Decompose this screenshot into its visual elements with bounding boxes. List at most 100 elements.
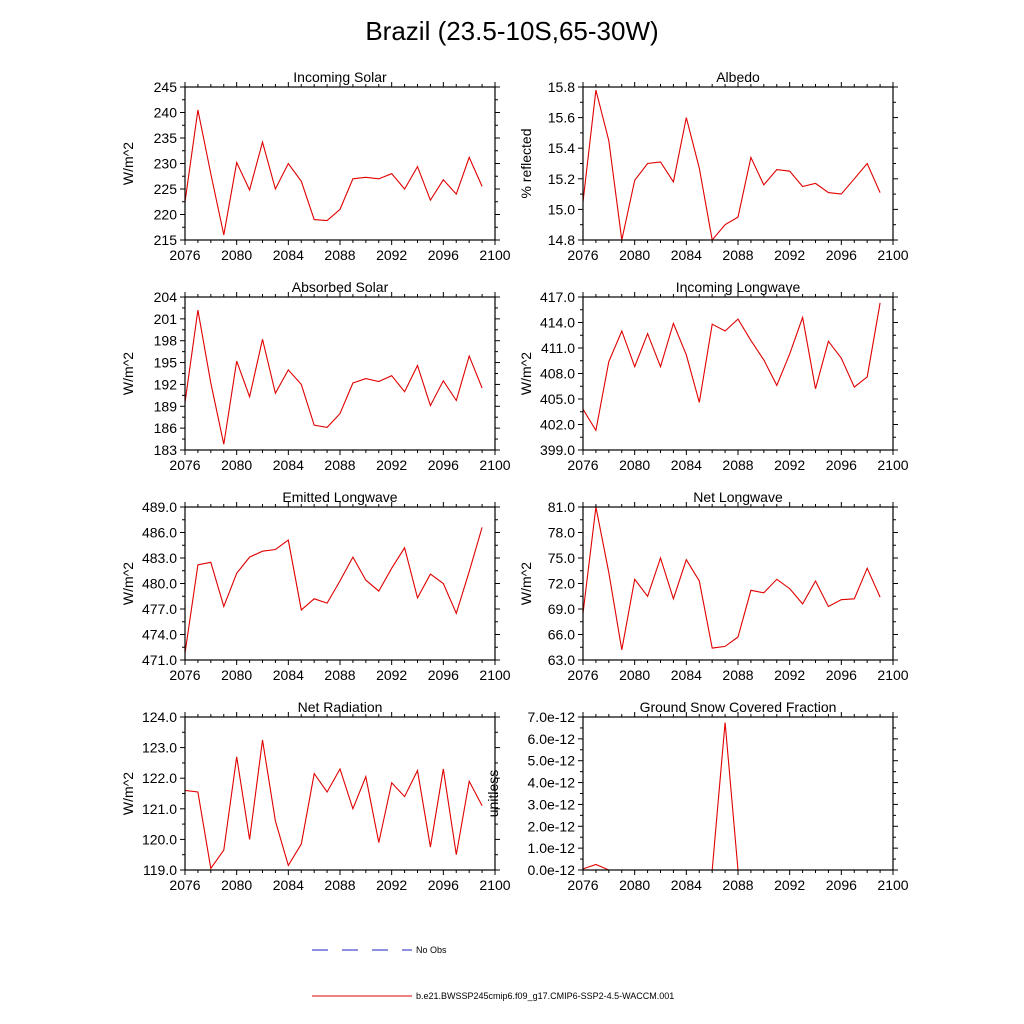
x-tick-label: 2100 [479,457,510,473]
x-tick-label: 2076 [169,877,200,893]
legend-no-obs-label: No Obs [416,945,447,955]
y-tick-label: 230 [154,156,178,172]
x-tick-label: 2080 [619,877,650,893]
y-tick-label: 14.8 [548,232,575,248]
plot-frame [184,296,496,451]
x-tick-label: 2080 [221,457,252,473]
y-axis-label: W/m^2 [120,352,136,395]
panel-title: Albedo [716,69,760,85]
y-tick-label: 192 [154,376,178,392]
x-tick-label: 2084 [671,457,702,473]
panel-4: Emitted Longwave W/m^2 471.0 474.0 477.0 480.… [120,489,511,683]
y-tick-label: 220 [154,207,178,223]
x-tick-label: 2076 [567,457,598,473]
y-tick-label: 124.0 [142,709,177,725]
x-tick-label: 2084 [273,247,304,263]
x-tick-label: 2076 [567,667,598,683]
y-tick-label: 1.0e-12 [528,840,576,856]
y-axis-label: W/m^2 [518,562,534,605]
x-tick-label: 2092 [376,877,407,893]
y-tick-label: 119.0 [143,862,177,878]
y-tick-label: 417.0 [540,289,575,305]
panel-title: Net Longwave [693,489,783,505]
y-tick-label: 186 [154,420,178,436]
y-axis-label: % reflected [518,128,534,198]
y-tick-label: 122.0 [142,770,177,786]
panel-title: Absorbed Solar [292,279,389,295]
y-tick-label: 123.0 [142,740,177,756]
x-tick-label: 2076 [567,877,598,893]
series-line [582,722,881,871]
y-tick-label: 405.0 [540,391,575,407]
x-tick-label: 2096 [826,877,857,893]
x-tick-label: 2080 [619,667,650,683]
panel-5: Net Longwave W/m^2 63.0 66.0 69.0 72.0 75.0 78.… [518,489,909,683]
y-tick-label: 414.0 [540,315,575,331]
x-tick-label: 2096 [428,247,459,263]
series-line [582,302,881,432]
series-line [582,89,881,242]
y-tick-label: 15.0 [548,201,575,217]
panel-1: Albedo % reflected 14.8 15.0 15.2 15.4 15.6 15.… [518,69,909,263]
y-tick-label: 72.0 [548,576,575,592]
x-tick-label: 2076 [567,247,598,263]
x-tick-label: 2084 [671,667,702,683]
x-tick-label: 2088 [324,667,355,683]
y-tick-label: 4.0e-12 [528,775,576,791]
y-tick-label: 245 [154,79,178,95]
y-axis-label: W/m^2 [518,352,534,395]
y-tick-label: 189 [154,398,178,414]
y-tick-label: 402.0 [540,417,575,433]
x-tick-label: 2084 [671,877,702,893]
plot-frame [582,86,894,241]
x-tick-label: 2092 [774,667,805,683]
x-tick-label: 2080 [619,457,650,473]
y-tick-label: 7.0e-12 [528,709,576,725]
panel-title: Net Radiation [298,699,383,715]
x-tick-label: 2092 [774,457,805,473]
x-tick-label: 2092 [774,877,805,893]
x-tick-label: 2084 [671,247,702,263]
x-tick-label: 2100 [479,247,510,263]
panel-3: Incoming Longwave W/m^2 399.0 402.0 405.0 408… [518,279,909,473]
y-tick-label: 204 [154,289,178,305]
plot-frame [184,506,496,661]
x-tick-label: 2100 [479,667,510,683]
panel-6: Net Radiation W/m^2 119.0 120.0 121.0 122.0 12… [120,699,511,893]
series-line [184,109,483,236]
y-tick-label: 195 [154,355,178,371]
series-line [184,527,483,654]
y-tick-label: 5.0e-12 [528,753,576,769]
y-tick-label: 81.0 [548,499,575,515]
y-tick-label: 121.0 [142,801,177,817]
x-tick-label: 2088 [324,457,355,473]
y-tick-label: 15.2 [548,171,575,187]
y-tick-label: 489.0 [142,499,177,515]
y-tick-label: 480.0 [142,576,177,592]
x-tick-label: 2076 [169,247,200,263]
y-tick-label: 120.0 [142,831,177,847]
panel-title: Emitted Longwave [282,489,397,505]
y-axis-label: W/m^2 [120,142,136,185]
panel-title: Incoming Longwave [676,279,801,295]
y-tick-label: 486.0 [142,525,177,541]
x-tick-label: 2088 [324,247,355,263]
y-tick-label: 411.0 [541,340,575,356]
x-tick-label: 2100 [877,667,908,683]
panel-0: Incoming Solar W/m^2 215 220 225 230 235 240 245… [120,69,511,263]
panel-2: Absorbed Solar W/m^2 183 186 189 192 195 198 201… [120,279,511,473]
plot-frame [184,716,496,871]
y-axis-label: unitless [485,770,501,817]
legend-model-label: b.e21.BWSSP245cmip6.f09_g17.CMIP6-SSP2-4… [416,991,674,1001]
y-tick-label: 240 [154,105,178,121]
x-tick-label: 2100 [877,877,908,893]
x-tick-label: 2084 [273,457,304,473]
y-tick-label: 408.0 [540,366,575,382]
x-tick-label: 2080 [221,667,252,683]
x-tick-label: 2100 [877,457,908,473]
y-tick-label: 399.0 [540,442,575,458]
series-line [184,739,483,870]
y-tick-label: 63.0 [548,652,575,668]
y-tick-label: 0.0e-12 [528,862,576,878]
